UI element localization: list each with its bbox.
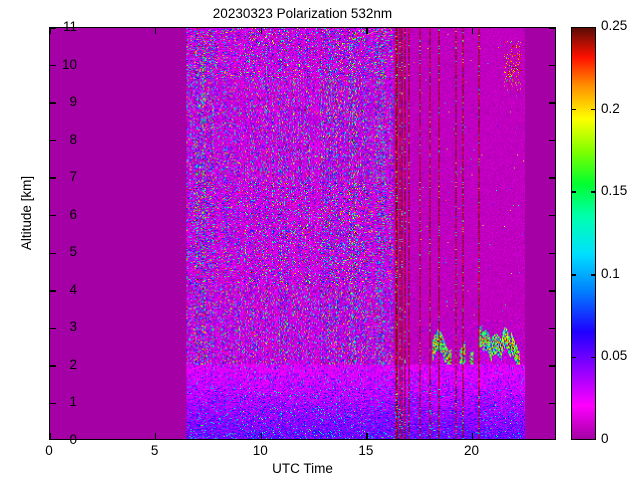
colorbar-tick-label: 0.15 [601,183,628,199]
x-tick-label: 20 [463,443,480,458]
y-tick-label: 11 [62,19,77,34]
y-tick-label: 4 [69,281,77,297]
x-axis-title: UTC Time [272,461,333,476]
y-tick-label: 3 [69,319,77,335]
plot-axes[interactable] [49,27,556,440]
colorbar-tick [591,356,596,359]
x-tick-label: 10 [252,443,268,458]
colorbar-tick [591,274,596,276]
colorbar-tick-label: 0.25 [601,18,628,33]
y-tick-label: 1 [69,394,77,410]
x-tick-bottom [50,433,51,439]
colorbar-gradient [572,28,595,439]
x-tick-top [50,28,51,34]
y-tick-left [50,365,56,367]
y-tick-label: 2 [69,356,77,372]
page-title: 20230323 Polarization 532nm [212,6,393,21]
colorbar-tick-label: 0 [601,431,609,446]
x-tick-bottom [154,433,157,439]
colorbar-tick [571,108,576,111]
y-tick-right [549,214,555,217]
y-tick-right [549,252,555,255]
y-tick-label: 6 [69,206,77,222]
y-tick-left [50,290,56,292]
y-tick-right [549,327,555,330]
y-tick-label: 8 [69,131,77,147]
y-tick-left [50,402,56,405]
x-tick-bottom [366,433,368,439]
y-axis-title: Altitude [km] [19,175,34,251]
x-tick-top [471,28,474,34]
y-tick-right [549,290,555,292]
y-tick-right [549,28,555,29]
y-tick-left [50,177,56,179]
y-tick-left [50,102,56,104]
y-tick-right [549,139,555,142]
y-tick-label: 5 [69,244,77,260]
colorbar-tick [571,191,576,193]
colorbar-tick [591,191,596,193]
colorbar-tick [571,274,576,276]
x-tick-label: 5 [150,443,159,458]
colorbar-tick [571,356,576,359]
colorbar-tick-label: 0.1 [601,265,620,281]
y-tick-label: 0 [69,432,77,447]
y-tick-label: 9 [69,94,77,110]
colorbar-tick [591,108,596,111]
y-tick-right [549,177,555,179]
x-tick-top [366,28,368,34]
x-tick-top [260,28,262,34]
x-tick-bottom [471,433,474,439]
x-tick-bottom [260,433,262,439]
y-tick-right [549,64,555,67]
y-tick-right [549,365,555,367]
x-tick-label: 15 [358,443,374,458]
y-tick-left [50,28,56,29]
heatmap-canvas [50,28,555,439]
colorbar-tick-label: 0.05 [601,348,628,364]
y-tick-label: 7 [69,169,77,185]
y-tick-right [549,102,555,104]
colorbar-tick-label: 0.2 [601,100,620,116]
y-tick-label: 10 [61,56,77,72]
y-tick-left [50,139,56,142]
y-tick-right [549,402,555,405]
y-tick-left [50,214,56,217]
y-tick-left [50,252,56,255]
y-tick-left [50,327,56,330]
x-tick-top [154,28,157,34]
colorbar[interactable] [571,27,596,440]
y-tick-left [50,64,56,67]
x-tick-label: 0 [45,443,53,458]
